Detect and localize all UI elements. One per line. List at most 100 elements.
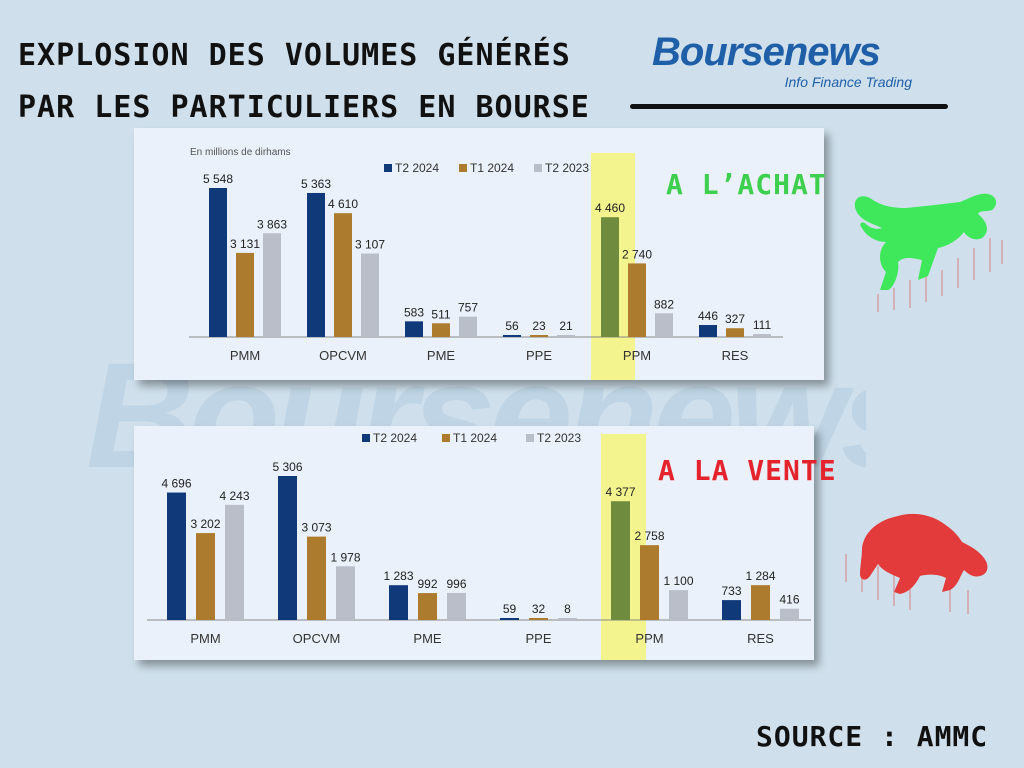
data-label: 3 131 bbox=[230, 237, 260, 251]
chart-achat: En millions de dirhams T2 2024 T1 2024 T2 2… bbox=[189, 147, 783, 380]
bar bbox=[722, 600, 741, 620]
legend-entry: T2 2024 bbox=[395, 161, 439, 175]
category-label: PPM bbox=[623, 348, 651, 363]
bar bbox=[530, 335, 548, 337]
data-label: 8 bbox=[564, 602, 571, 616]
bar bbox=[640, 545, 659, 620]
category-label: PME bbox=[413, 631, 442, 646]
bear-icon bbox=[845, 513, 988, 614]
data-label: 2 758 bbox=[634, 529, 664, 543]
category-label: RES bbox=[747, 631, 774, 646]
bar bbox=[726, 328, 744, 337]
bar bbox=[307, 536, 326, 620]
bar bbox=[263, 233, 281, 337]
legend-entry: T2 2024 bbox=[373, 431, 417, 445]
bar bbox=[558, 618, 577, 620]
bar bbox=[601, 217, 619, 337]
data-label: 583 bbox=[404, 305, 424, 319]
data-label: 4 460 bbox=[595, 201, 625, 215]
data-label: 23 bbox=[532, 319, 546, 333]
bar bbox=[307, 192, 325, 337]
category-label: OPCVM bbox=[319, 348, 367, 363]
chart-panel-vente: T2 2024 T1 2024 T2 2023 4 696 3 202 4 243 PMM 5… bbox=[134, 426, 814, 660]
category-label: OPCVM bbox=[293, 631, 341, 646]
data-label: 1 284 bbox=[745, 569, 775, 583]
legend-swatch bbox=[384, 164, 392, 172]
bar bbox=[405, 321, 423, 337]
data-label: 4 610 bbox=[328, 197, 358, 211]
legend-swatch bbox=[526, 434, 534, 442]
bull-icon bbox=[854, 193, 1003, 312]
legend-entry: T2 2023 bbox=[537, 431, 581, 445]
legend-swatch bbox=[459, 164, 467, 172]
bar bbox=[611, 501, 630, 620]
bar bbox=[557, 335, 575, 337]
logo-divider bbox=[630, 104, 948, 109]
bar bbox=[503, 335, 521, 337]
data-label: 21 bbox=[559, 319, 573, 333]
data-label: 4 696 bbox=[161, 477, 191, 491]
data-label: 3 863 bbox=[257, 217, 287, 231]
data-label: 3 107 bbox=[355, 238, 385, 252]
data-label: 4 243 bbox=[219, 489, 249, 503]
data-label: 32 bbox=[532, 602, 546, 616]
data-label: 511 bbox=[431, 307, 450, 321]
data-label: 4 377 bbox=[605, 485, 635, 499]
headline-line-2: PAR LES PARTICULIERS EN BOURSE bbox=[18, 90, 590, 125]
data-label: 327 bbox=[725, 312, 745, 326]
legend-entry: T1 2024 bbox=[470, 161, 514, 175]
brand-logo-name: Boursenews bbox=[652, 30, 881, 74]
chart-subtitle: En millions de dirhams bbox=[190, 147, 291, 158]
legend-swatch bbox=[442, 434, 450, 442]
buy-label: A L’ACHAT bbox=[666, 168, 827, 201]
data-label: 5 306 bbox=[272, 460, 302, 474]
data-label: 3 202 bbox=[190, 517, 220, 531]
bar bbox=[278, 476, 297, 620]
data-label: 1 283 bbox=[383, 569, 413, 583]
bar bbox=[361, 253, 379, 337]
bar bbox=[655, 313, 673, 337]
bar bbox=[500, 618, 519, 620]
data-label: 446 bbox=[698, 309, 718, 323]
bar bbox=[699, 325, 717, 337]
bar bbox=[529, 618, 548, 620]
bar bbox=[753, 334, 771, 337]
data-label: 996 bbox=[446, 577, 466, 591]
data-label: 59 bbox=[503, 602, 517, 616]
bar bbox=[236, 252, 254, 337]
source-credit: SOURCE : AMMC bbox=[756, 720, 989, 753]
chart-panel-achat: En millions de dirhams T2 2024 T1 2024 T2 2… bbox=[134, 128, 824, 380]
chart-vente: T2 2024 T1 2024 T2 2023 4 696 3 202 4 243 PMM 5… bbox=[147, 431, 811, 660]
bar bbox=[334, 213, 352, 337]
headline: EXPLOSION DES VOLUMES GÉNÉRÉS PAR LES PA… bbox=[18, 30, 590, 134]
bar bbox=[209, 188, 227, 337]
data-label: 733 bbox=[721, 584, 741, 598]
bar bbox=[751, 585, 770, 620]
data-label: 3 073 bbox=[301, 521, 331, 535]
legend-entry: T1 2024 bbox=[453, 431, 497, 445]
data-label: 5 548 bbox=[203, 172, 233, 186]
bar bbox=[389, 585, 408, 620]
bar bbox=[780, 608, 799, 620]
data-label: 416 bbox=[779, 593, 799, 607]
data-label: 56 bbox=[505, 319, 519, 333]
sell-label: A LA VENTE bbox=[658, 454, 837, 487]
bar bbox=[432, 323, 450, 337]
data-label: 5 363 bbox=[301, 177, 331, 191]
data-label: 1 100 bbox=[663, 574, 693, 588]
bar bbox=[447, 592, 466, 620]
data-label: 1 978 bbox=[330, 550, 360, 564]
legend-swatch bbox=[362, 434, 370, 442]
bar bbox=[336, 566, 355, 620]
bar bbox=[418, 593, 437, 620]
bar bbox=[196, 533, 215, 620]
data-label: 992 bbox=[417, 577, 437, 591]
category-label: PMM bbox=[230, 348, 260, 363]
data-label: 882 bbox=[654, 297, 674, 311]
brand-logo-tagline: Info Finance Trading bbox=[784, 74, 912, 90]
legend-swatch bbox=[534, 164, 542, 172]
category-label: RES bbox=[722, 348, 749, 363]
bar bbox=[225, 504, 244, 620]
category-label: PPE bbox=[525, 631, 551, 646]
category-label: PMM bbox=[190, 631, 220, 646]
